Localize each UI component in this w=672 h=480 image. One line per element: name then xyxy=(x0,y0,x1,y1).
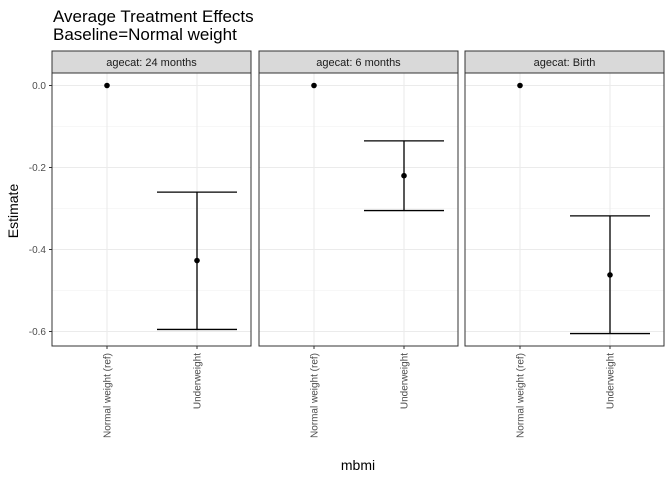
facet-strip-label: agecat: Birth xyxy=(534,57,596,69)
facet-strip-label: agecat: 6 months xyxy=(316,57,401,69)
x-tick-label: Normal weight (ref) xyxy=(310,353,321,438)
facet-panel: agecat: 24 months Normal weight (ref) Unde… xyxy=(51,50,252,438)
estimate-point xyxy=(311,82,317,89)
estimate-point xyxy=(401,172,407,179)
y-tick-label: -0.6 xyxy=(29,327,47,338)
x-tick-label: Underweight xyxy=(606,353,617,409)
x-tick-label: Underweight xyxy=(400,353,411,409)
panel-background xyxy=(52,73,251,346)
chart-title: Average Treatment Effects xyxy=(53,7,254,26)
y-tick-label: -0.4 xyxy=(29,245,47,256)
panel-border xyxy=(258,72,459,347)
facet-panel: agecat: 6 months Normal weight (ref) Under… xyxy=(258,50,459,438)
plot-area: 0.0 -0.2 -0.4 -0.6 agecat: 24 months Normal w… xyxy=(29,50,665,438)
facet-strip-label: agecat: 24 months xyxy=(106,57,197,69)
estimate-point xyxy=(517,82,523,89)
y-tick-label: -0.2 xyxy=(29,163,47,174)
panel-border xyxy=(464,72,665,347)
facet-panel: agecat: Birth Normal weight (ref) Underwei… xyxy=(464,50,665,438)
panel-border xyxy=(51,72,252,347)
x-tick-label: Underweight xyxy=(193,353,204,409)
x-axis-title: mbmi xyxy=(341,457,375,473)
estimate-point xyxy=(607,272,613,278)
y-tick-label: 0.0 xyxy=(32,81,46,92)
estimate-point xyxy=(194,257,200,264)
panel-background xyxy=(259,73,458,346)
panel-background xyxy=(465,73,664,346)
estimate-point xyxy=(104,82,110,89)
x-tick-label: Normal weight (ref) xyxy=(103,353,114,438)
x-tick-label: Normal weight (ref) xyxy=(516,353,527,438)
chart-subtitle: Baseline=Normal weight xyxy=(53,25,237,44)
y-axis-title: Estimate xyxy=(5,184,21,239)
